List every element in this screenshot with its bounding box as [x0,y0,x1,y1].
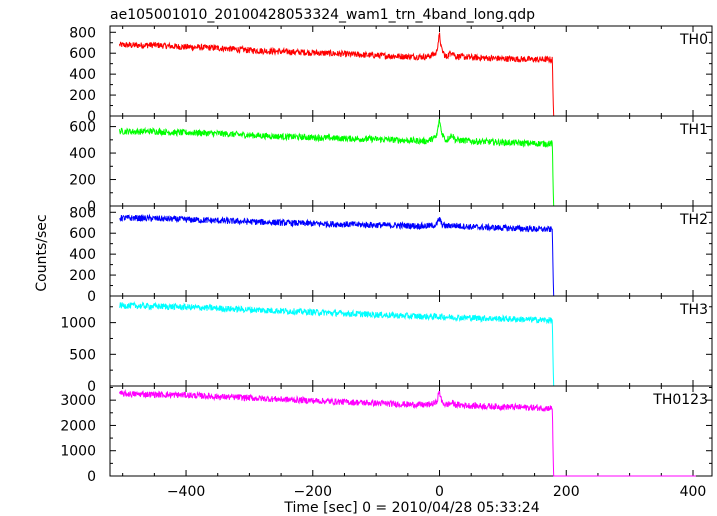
series-line-th3 [119,301,696,387]
y-tick-label: 0 [87,379,96,395]
panel-frame [109,115,713,207]
panel-th0123: 0 1000 2000 3000 TH0123 [60,385,713,485]
panel-th3: 0 500 1000 TH3 [60,295,713,395]
y-tick-label: 600 [69,120,96,136]
y-tick-label: 0 [87,199,96,215]
y-tick-label: 1000 [60,316,96,332]
y-tick-label: 500 [69,347,96,363]
series-name-label: TH3 [679,302,708,318]
x-tick-label: −200 [294,484,332,500]
y-tick-label: 0 [87,469,96,485]
panel-frame [109,25,713,117]
x-axis-tick-labels: −400 −200 0 200 400 [167,484,707,500]
panel-th1: 0 200 400 600 TH1 [69,115,713,215]
series-name-label: TH0123 [652,392,708,408]
x-tick-label: 200 [553,484,580,500]
x-tick-label: 400 [680,484,707,500]
y-tick-label: 400 [69,67,96,83]
series-line-th0 [119,32,696,117]
x-axis-label: Time [sec] 0 = 2010/04/28 05:33:24 [283,500,539,516]
y-tick-label: 0 [87,109,96,125]
y-tick-label: 3000 [60,393,96,409]
y-tick-label: 200 [69,268,96,284]
y-tick-label: 2000 [60,418,96,434]
chart-title: ae105001010_20100428053324_wam1_trn_4ban… [110,7,535,23]
y-tick-label: 400 [69,247,96,263]
series-line-th0123 [119,389,696,477]
y-tick-label: 200 [69,173,96,189]
panel-th0: 0 200 400 600 800 TH0 [69,25,713,125]
series-line-th1 [119,118,696,207]
series-name-label: TH0 [679,32,708,48]
panels: 0 200 400 600 800 TH0 0 200 400 600 TH1 0 200 400 600 8… [60,25,713,485]
x-tick-label: 0 [435,484,444,500]
y-tick-label: 400 [69,146,96,162]
panel-th2: 0 200 400 600 800 TH2 [69,205,713,305]
y-tick-label: 0 [87,289,96,305]
y-tick-label: 800 [69,25,96,41]
y-tick-label: 200 [69,88,96,104]
panel-frame [109,385,713,477]
series-name-label: TH1 [679,122,708,138]
y-tick-label: 600 [69,226,96,242]
y-axis-label: Counts/sec [34,214,50,291]
x-tick-label: −400 [167,484,205,500]
y-tick-label: 800 [69,205,96,221]
y-tick-label: 600 [69,46,96,62]
panel-frame [109,205,713,297]
series-name-label: TH2 [679,212,708,228]
series-line-th2 [119,213,696,297]
y-tick-label: 1000 [60,444,96,460]
